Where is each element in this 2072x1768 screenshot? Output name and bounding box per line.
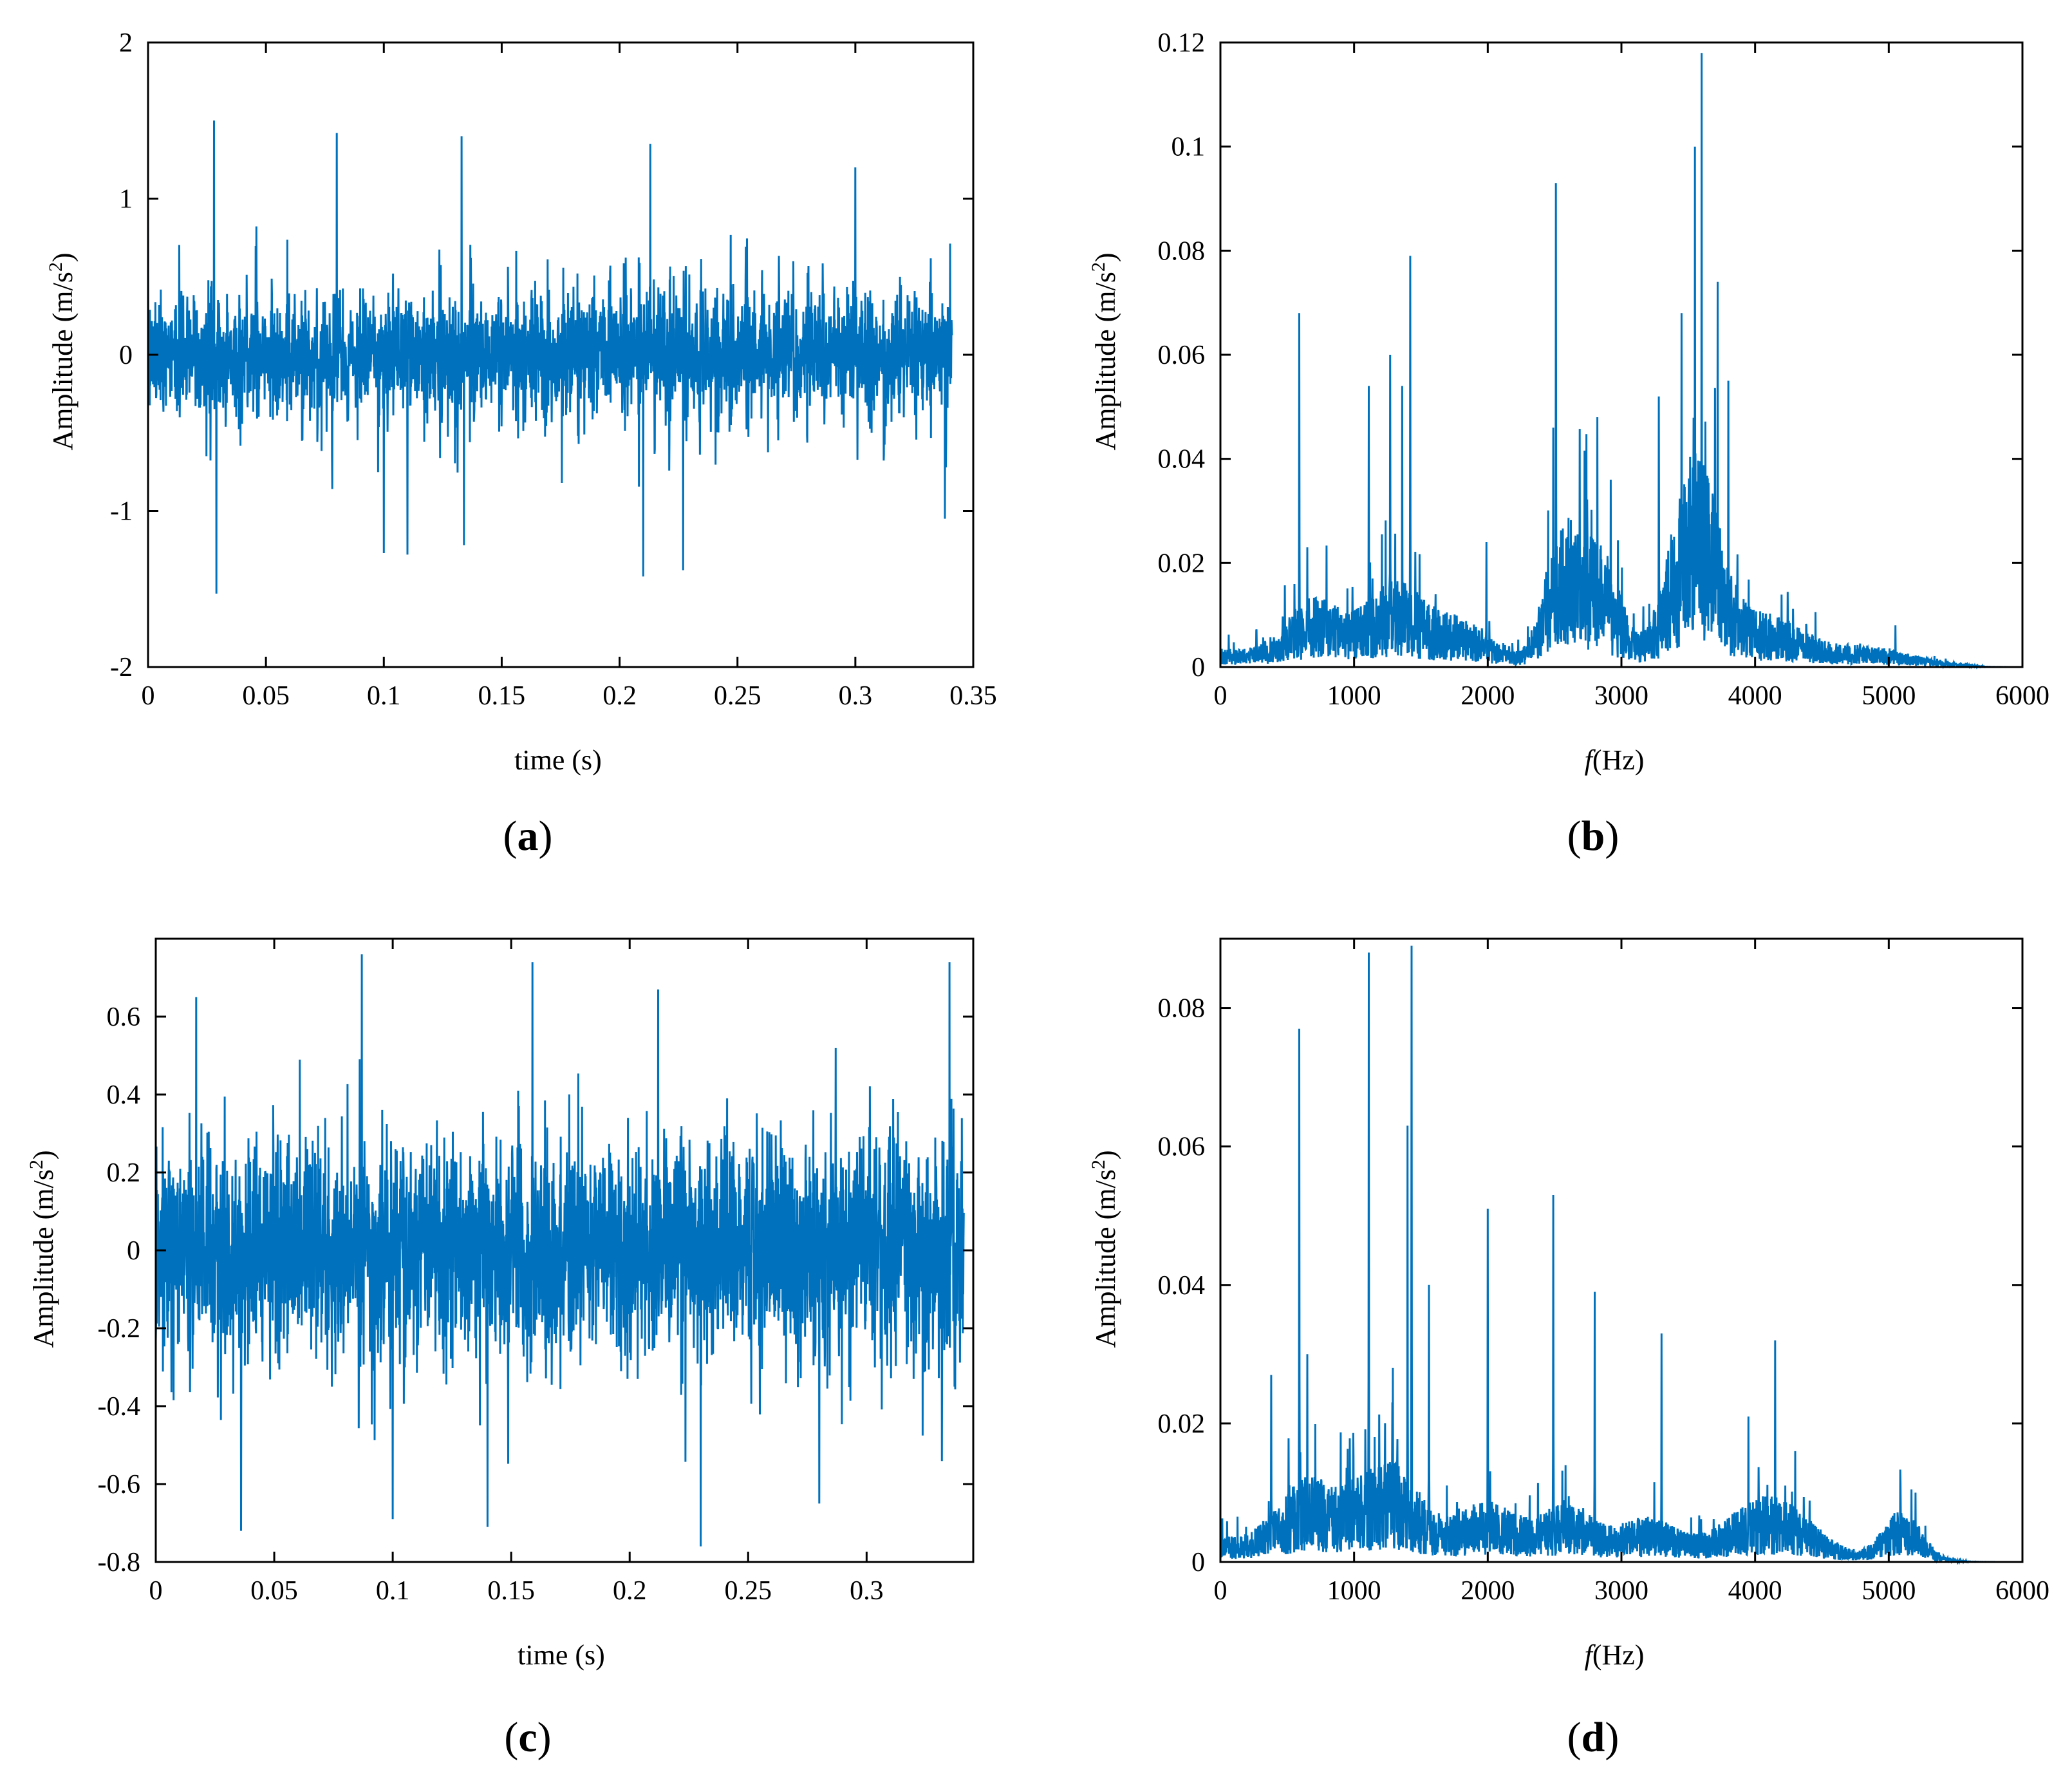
panel-c-ylabel: Amplitude (m/s2) [26,1150,59,1348]
panel-b-xtick-label-2: 2000 [1461,681,1515,711]
panel-b-xtick-label-3: 3000 [1594,681,1648,711]
panel-b-xtick-label-4: 4000 [1728,681,1782,711]
panel-b-ytick-label-3: 0.06 [1158,341,1206,370]
panel-a-xlabel: time (s) [514,744,602,776]
panel-b-ytick-label-4: 0.08 [1158,236,1206,266]
panel-a-ytick-label-0: -2 [110,653,133,682]
panel-d-ytick-label-4: 0.08 [1158,994,1206,1024]
panel-c-xtick-label-5: 0.25 [725,1576,772,1606]
panel-c-xticks: 0 0.05 0.1 0.15 0.2 0.25 0.3 [149,939,884,1606]
panel-c-xtick-label-0: 0 [149,1576,163,1606]
panel-c-ytick-label-1: -0.6 [98,1470,141,1500]
panel-b-xtick-label-1: 1000 [1327,681,1381,711]
panel-d-xtick-label-4: 4000 [1728,1576,1782,1606]
panel-d-xticks: 0 1000 2000 3000 4000 5000 6000 [1214,939,2049,1606]
panel-a-ytick-label-1: -1 [110,497,133,527]
panel-a-xticks: 0 0.05 0.1 0.15 0.2 0.25 0.3 0.35 [142,42,997,711]
panel-a-xtick-label-0: 0 [142,681,155,711]
panel-d-ylabel: Amplitude (m/s2) [1088,1150,1121,1348]
panel-d-label: (d) [1567,1714,1619,1761]
panel-d-trace-group [1219,945,2022,1565]
panel-a-ytick-label-3: 1 [119,185,133,214]
panel-b-xtick-label-6: 6000 [1995,681,2049,711]
panel-d-xlabel: f(Hz) [1585,1639,1645,1671]
panel-d-xtick-label-3: 3000 [1594,1576,1648,1606]
panel-d-xtick-label-5: 5000 [1862,1576,1916,1606]
panel-c-xtick-label-6: 0.3 [850,1576,884,1606]
panel-a-xtick-label-2: 0.1 [367,681,401,711]
panel-c-ytick-label-0: -0.8 [98,1548,141,1577]
panel-a-xtick-label-7: 0.35 [949,681,997,711]
panel-c-xtick-label-2: 0.1 [376,1576,410,1606]
panel-a-ytick-label-2: 0 [119,341,133,370]
panel-b-xtick-label-0: 0 [1214,681,1227,711]
panel-d-yticks: 0 0.02 0.04 0.06 0.08 [1158,994,2022,1577]
panel-a-ylabel: Amplitude (m/s2) [45,252,79,450]
panel-c-ytick-label-7: 0.6 [107,1002,141,1032]
panel-c-trace-group [154,954,965,1547]
panel-c-ytick-label-6: 0.4 [107,1080,141,1110]
panel-c: 0 0.05 0.1 0.15 0.2 0.25 0.3 -0.8 -0.6 -0.4 -0.2 0… [26,937,975,1761]
panel-b-ytick-label-5: 0.1 [1171,133,1206,162]
panel-c-ytick-label-5: 0.2 [107,1158,141,1188]
panel-d-xtick-label-6: 6000 [1995,1576,2049,1606]
panel-c-axes-box [154,937,975,1563]
panel-d-ytick-label-2: 0.04 [1158,1271,1206,1301]
panel-a-label: (a) [503,813,553,860]
panel-b: 0 1000 2000 3000 4000 5000 6000 00.020.040.060… [1088,28,2049,860]
panel-b-label: (b) [1567,813,1619,860]
panel-a-ytick-label-4: 2 [119,28,133,58]
panel-a-xtick-label-6: 0.3 [839,681,873,711]
panel-d-axes-box [1219,937,2024,1563]
panel-a-trace-group [147,120,953,594]
panel-d-xtick-label-1: 1000 [1327,1576,1381,1606]
panel-a-xtick-label-5: 0.25 [714,681,761,711]
panel-b-xticks: 0 1000 2000 3000 4000 5000 6000 [1214,42,2049,711]
panel-c-xtick-label-3: 0.15 [487,1576,535,1606]
panel-c-xlabel: time (s) [518,1639,605,1671]
panel-c-xtick-label-4: 0.2 [613,1576,647,1606]
panel-d-ytick-label-0: 0 [1191,1548,1205,1577]
panel-a-signal-line [147,120,953,594]
panel-a-yticks: -2 -1 0 1 2 [110,28,973,682]
panel-c-signal-line [154,954,965,1547]
panel-d-ytick-label-1: 0.02 [1158,1409,1206,1439]
panel-a-axes-box [147,41,975,668]
panel-b-ytick-label-1: 0.02 [1158,549,1206,578]
panel-b-xlabel: f(Hz) [1585,744,1645,776]
panel-a: 0 0.05 0.1 0.15 0.2 0.25 0.3 0.35 -2 -1 0 1 2 time … [45,28,997,860]
panel-b-axes-box [1219,41,2024,668]
panel-d-xtick-label-0: 0 [1214,1576,1227,1606]
panel-c-ytick-label-2: -0.4 [98,1392,141,1422]
panel-b-yticks: 0 0.02 0.04 0.06 0.08 0.1 0.12 [1158,28,2022,682]
panel-d-spectrum-line [1219,945,2022,1565]
panel-b-ytick-label-2: 0.04 [1158,445,1206,475]
panel-b-ytick-label-0: 0 [1191,653,1205,682]
panel-a-xtick-label-3: 0.15 [478,681,526,711]
panel-d-ytick-label-3: 0.06 [1158,1133,1206,1162]
panel-a-xtick-label-4: 0.2 [602,681,637,711]
panel-c-ytick-label-3: -0.2 [98,1314,141,1344]
panel-c-ytick-label-4: 0 [127,1236,140,1266]
panel-b-ylabel: Amplitude (m/s2) [1088,252,1121,450]
panel-b-ytick-label-6: 0.12 [1158,28,1206,58]
panel-c-label: (c) [504,1714,551,1761]
panel-a-xtick-label-1: 0.05 [242,681,290,711]
panel-d: 0 1000 2000 3000 4000 5000 6000 00.020.040.060… [1088,937,2049,1761]
panel-c-xtick-label-1: 0.05 [250,1576,298,1606]
panel-d-xtick-label-2: 2000 [1461,1576,1515,1606]
panel-b-xtick-label-5: 5000 [1862,681,1916,711]
panel-c-yticks: -0.8 -0.6 -0.4 -0.2 0 0.2 0.4 0.6 [98,1002,973,1577]
